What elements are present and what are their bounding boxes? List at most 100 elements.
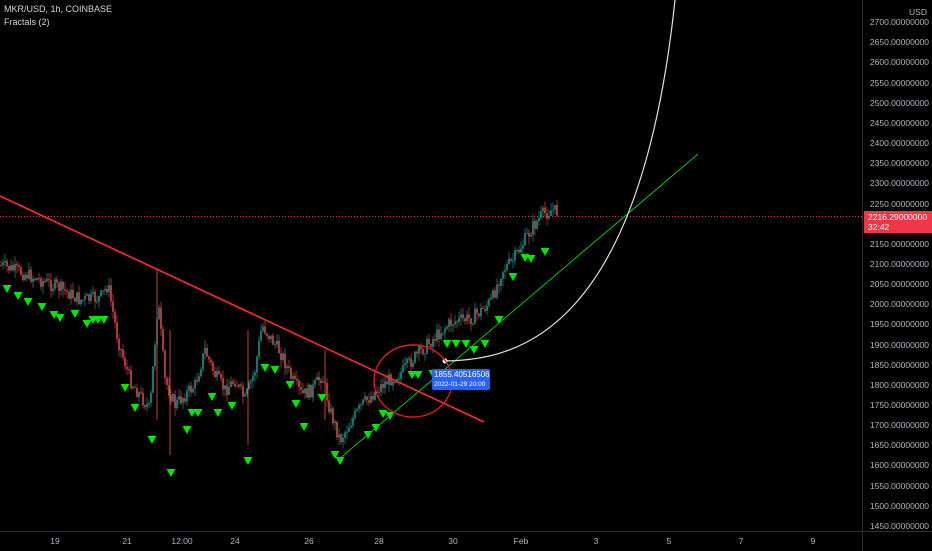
candle-body: [30, 269, 32, 282]
candle-body: [346, 431, 348, 433]
candle-body: [100, 290, 102, 297]
curve-arc[interactable]: [444, 0, 676, 362]
candle-body: [94, 291, 96, 302]
candle-body: [180, 396, 182, 404]
chart-area[interactable]: MKR/USD, 1h, COINBASE Fractals (2) 1855.…: [0, 0, 862, 531]
candle-body: [394, 381, 396, 383]
candle-body: [300, 386, 302, 390]
candle-body: [188, 385, 190, 391]
price-axis[interactable]: USD 2700.00000000 2650.00000000 2600.00000…: [862, 0, 932, 531]
candle-body: [214, 370, 216, 378]
candle-body: [182, 398, 184, 404]
candle-body: [510, 258, 512, 261]
candle-body: [46, 279, 48, 282]
candle-body: [162, 329, 164, 351]
fractal-down-arrow: [494, 316, 504, 324]
candle-body: [272, 335, 274, 345]
candle-body: [534, 221, 536, 229]
candle-body: [524, 233, 526, 246]
symbol-legend[interactable]: MKR/USD, 1h, COINBASE: [4, 4, 113, 14]
currency-label: USD: [909, 7, 927, 17]
candle-body: [164, 350, 166, 378]
price-tick: 2500.00000000: [869, 97, 929, 108]
fractal-down-arrow: [540, 248, 550, 256]
fractal-down-arrow: [2, 285, 12, 293]
candle-body: [352, 418, 354, 426]
trendline-support[interactable]: [337, 153, 699, 461]
candle-body: [20, 267, 22, 275]
candle-body: [70, 289, 72, 299]
candle-body: [470, 318, 472, 325]
candle-body: [118, 338, 120, 351]
candle-body: [514, 250, 516, 261]
candle-body: [502, 271, 504, 279]
candle-body: [280, 353, 282, 361]
price-tick: 1900.00000000: [869, 339, 929, 350]
fractal-down-arrow: [193, 409, 203, 417]
candle-body: [234, 383, 236, 387]
candle-body: [528, 233, 530, 237]
tooltip-date: 2022-01-29 20:00: [434, 381, 486, 388]
candle-body: [550, 210, 552, 216]
chart-canvas[interactable]: [0, 0, 862, 531]
fractal-down-arrow: [243, 457, 253, 465]
candle-body: [136, 387, 138, 397]
candle-body: [50, 280, 52, 291]
candle-body: [520, 248, 522, 253]
candle-body: [286, 366, 288, 369]
candle-body: [416, 351, 418, 354]
candle-body: [370, 396, 372, 403]
candle-body: [466, 314, 468, 322]
fractal-down-arrow: [187, 409, 197, 417]
fractal-down-arrow: [299, 423, 309, 431]
candle-body: [40, 278, 42, 287]
fractal-down-arrow: [291, 400, 301, 408]
candle-body: [176, 399, 178, 409]
candle-body: [230, 381, 232, 387]
candle-body: [312, 384, 314, 398]
price-tick: 1500.00000000: [869, 500, 929, 511]
fractal-down-arrow: [260, 364, 270, 372]
candle-body: [420, 346, 422, 349]
price-tick: 2100.00000000: [869, 258, 929, 269]
price-tick: 2050.00000000: [869, 279, 929, 290]
candle-body: [68, 291, 70, 299]
candle-body: [48, 279, 50, 281]
candle-body: [330, 408, 332, 413]
candle-body: [60, 281, 62, 291]
candle-body: [448, 319, 450, 327]
candle-body: [26, 274, 28, 279]
candle-body: [318, 376, 320, 381]
candle-body: [72, 289, 74, 299]
time-axis[interactable]: 19 21 12:00 24 26 28 30 Feb 3 5 7 9: [0, 531, 862, 551]
price-tick: 1800.00000000: [869, 379, 929, 390]
price-tick: 1650.00000000: [869, 440, 929, 451]
fractal-down-arrow: [147, 436, 157, 444]
candle-body: [192, 388, 194, 393]
indicator-legend[interactable]: Fractals (2): [4, 17, 50, 27]
candle-body: [216, 371, 218, 378]
candle-body: [334, 421, 336, 424]
candle-body: [228, 386, 230, 395]
candle-body: [240, 384, 242, 386]
candle-body: [356, 408, 358, 411]
candle-body: [248, 382, 250, 390]
candle-body: [120, 349, 122, 351]
candle-body: [106, 289, 108, 293]
candle-body: [0, 265, 2, 266]
candle-body: [32, 278, 34, 282]
fractal-down-arrow: [37, 303, 47, 311]
time-tick: 19: [50, 536, 60, 546]
candle-body: [38, 278, 40, 280]
candle-body: [472, 323, 474, 325]
candle-body: [486, 305, 488, 311]
candle-body: [18, 265, 20, 268]
candle-body: [152, 366, 154, 393]
candle-body: [376, 391, 378, 393]
candle-body: [430, 344, 432, 347]
candle-body: [460, 314, 462, 318]
candle-body: [44, 281, 46, 283]
candle-body: [110, 285, 112, 302]
candle-body: [484, 308, 486, 311]
trendline-resistance[interactable]: [0, 195, 485, 423]
